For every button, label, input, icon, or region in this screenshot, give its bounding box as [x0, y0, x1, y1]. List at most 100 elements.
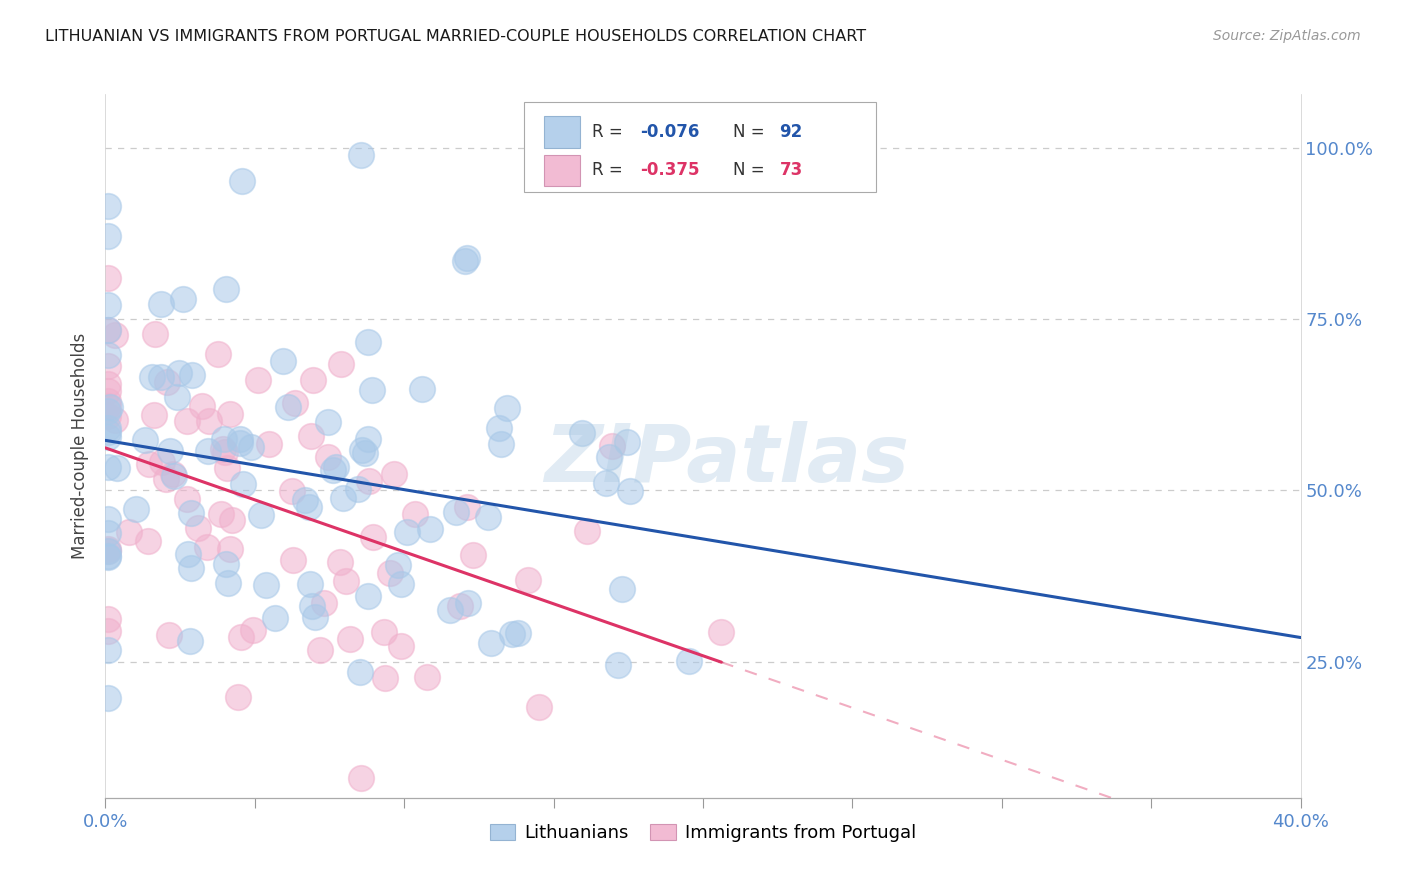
Point — [212, 432, 235, 446]
Point — [197, 444, 219, 458]
Point — [353, 446, 375, 460]
Point — [232, 477, 254, 491]
Point — [215, 460, 238, 475]
Point — [97, 384, 120, 398]
Point — [207, 347, 229, 361]
Point — [477, 509, 499, 524]
Text: R =: R = — [592, 161, 628, 179]
Point — [97, 228, 120, 243]
Point — [141, 370, 163, 384]
Point — [162, 469, 184, 483]
Point — [254, 578, 277, 592]
Point — [97, 425, 120, 439]
Point — [97, 549, 120, 563]
Point — [97, 348, 120, 362]
Point — [360, 384, 382, 398]
Point — [97, 430, 120, 444]
Point — [283, 553, 305, 567]
Point — [277, 400, 299, 414]
Text: 73: 73 — [779, 161, 803, 179]
Legend: Lithuanians, Immigrants from Portugal: Lithuanians, Immigrants from Portugal — [482, 816, 924, 849]
Point — [598, 450, 620, 465]
Point — [479, 636, 502, 650]
Y-axis label: Married-couple Households: Married-couple Households — [70, 333, 89, 559]
Point — [242, 624, 264, 638]
Point — [619, 483, 641, 498]
Point — [339, 632, 361, 646]
Point — [454, 254, 477, 268]
Point — [284, 396, 307, 410]
Text: R =: R = — [592, 123, 628, 141]
Point — [271, 354, 294, 368]
Point — [97, 642, 120, 657]
Point — [155, 472, 177, 486]
Point — [411, 382, 433, 396]
Point — [489, 437, 512, 451]
Point — [456, 500, 478, 515]
Point — [143, 326, 166, 341]
Point — [450, 599, 472, 614]
Point — [298, 500, 321, 514]
Point — [488, 421, 510, 435]
Point — [97, 543, 120, 558]
Point — [159, 443, 181, 458]
Point — [97, 323, 120, 337]
Point — [180, 368, 202, 383]
Point — [215, 282, 238, 296]
Point — [595, 475, 617, 490]
Point — [419, 523, 441, 537]
Point — [104, 413, 127, 427]
Point — [97, 624, 120, 638]
Point — [316, 450, 339, 464]
Point — [380, 566, 402, 581]
Point — [302, 373, 325, 387]
Point — [209, 507, 232, 521]
Point — [335, 574, 357, 588]
Point — [105, 461, 128, 475]
Point — [97, 612, 120, 626]
Point — [97, 460, 120, 475]
Point — [156, 375, 179, 389]
Point — [150, 455, 173, 469]
Point — [218, 408, 240, 422]
Point — [359, 474, 381, 488]
Point — [309, 643, 332, 657]
Point — [197, 414, 219, 428]
Point — [97, 377, 120, 392]
Point — [294, 493, 316, 508]
Point — [166, 390, 188, 404]
Point — [575, 524, 598, 538]
Point — [607, 658, 630, 673]
Text: 92: 92 — [779, 123, 803, 141]
Point — [219, 542, 242, 557]
Point — [396, 524, 419, 539]
Point — [357, 590, 380, 604]
FancyBboxPatch shape — [544, 154, 579, 186]
Point — [246, 373, 269, 387]
Point — [97, 399, 120, 413]
Point — [382, 467, 405, 482]
Point — [98, 400, 121, 414]
Point — [229, 436, 252, 450]
Point — [389, 640, 412, 654]
Point — [457, 595, 479, 609]
Point — [142, 408, 165, 422]
Point — [325, 459, 347, 474]
Text: N =: N = — [733, 123, 769, 141]
Point — [167, 367, 190, 381]
Point — [231, 630, 253, 644]
Point — [197, 540, 219, 554]
Point — [180, 507, 202, 521]
Point — [104, 327, 127, 342]
Point — [226, 690, 249, 705]
Point — [571, 425, 593, 440]
Point — [600, 439, 623, 453]
Point — [138, 457, 160, 471]
Point — [330, 357, 353, 371]
Point — [97, 271, 120, 285]
Point — [97, 526, 120, 541]
Point — [616, 434, 638, 449]
Point — [97, 359, 120, 373]
Point — [501, 627, 523, 641]
Point — [349, 665, 371, 679]
